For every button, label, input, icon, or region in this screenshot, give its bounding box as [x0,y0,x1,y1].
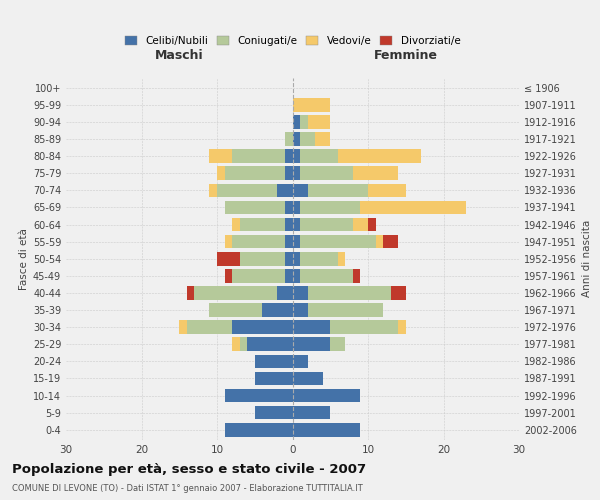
Bar [187,286,194,300]
Bar [285,269,293,282]
Bar [300,150,338,163]
Bar [224,166,285,180]
Text: COMUNE DI LEVONE (TO) - Dati ISTAT 1° gennaio 2007 - Elaborazione TUTTITALIA.IT: COMUNE DI LEVONE (TO) - Dati ISTAT 1° ge… [12,484,363,493]
Bar [353,269,361,282]
Bar [315,132,330,146]
Bar [338,252,346,266]
Y-axis label: Fasce di età: Fasce di età [19,228,29,290]
Bar [285,235,293,248]
Bar [368,184,406,197]
Bar [187,320,232,334]
Bar [368,218,376,232]
Bar [224,200,285,214]
Bar [293,338,330,351]
Bar [224,269,232,282]
Y-axis label: Anni di nascita: Anni di nascita [582,220,592,298]
Bar [300,132,315,146]
Bar [293,286,308,300]
Bar [293,372,323,386]
Bar [232,235,285,248]
Bar [285,150,293,163]
Bar [293,98,330,112]
Bar [293,269,300,282]
Bar [398,320,406,334]
Bar [209,150,232,163]
Bar [217,184,277,197]
Bar [277,286,293,300]
Bar [308,286,391,300]
Bar [308,303,383,317]
Bar [376,235,383,248]
Bar [232,320,293,334]
Bar [255,354,293,368]
Bar [239,218,285,232]
Bar [285,252,293,266]
Bar [293,184,308,197]
Bar [285,218,293,232]
Bar [353,166,398,180]
Bar [255,406,293,419]
Bar [308,115,330,129]
Bar [224,388,293,402]
Bar [239,252,285,266]
Bar [232,150,285,163]
Bar [353,218,368,232]
Bar [285,166,293,180]
Bar [330,338,346,351]
Legend: Celibi/Nubili, Coniugati/e, Vedovi/e, Divorziati/e: Celibi/Nubili, Coniugati/e, Vedovi/e, Di… [121,32,464,50]
Bar [232,338,239,351]
Bar [209,184,217,197]
Bar [239,338,247,351]
Text: Maschi: Maschi [155,49,203,62]
Bar [232,269,285,282]
Bar [293,200,300,214]
Bar [209,303,262,317]
Bar [277,184,293,197]
Bar [300,252,338,266]
Bar [293,218,300,232]
Bar [247,338,293,351]
Bar [293,423,361,436]
Bar [300,218,353,232]
Bar [300,200,361,214]
Bar [308,184,368,197]
Bar [300,269,353,282]
Bar [293,166,300,180]
Text: Popolazione per età, sesso e stato civile - 2007: Popolazione per età, sesso e stato civil… [12,462,366,475]
Bar [383,235,398,248]
Bar [293,320,330,334]
Bar [293,252,300,266]
Text: Femmine: Femmine [374,49,438,62]
Bar [361,200,466,214]
Bar [255,372,293,386]
Bar [224,423,293,436]
Bar [262,303,293,317]
Bar [293,303,308,317]
Bar [338,150,421,163]
Bar [391,286,406,300]
Bar [300,235,376,248]
Bar [285,132,293,146]
Bar [217,166,224,180]
Bar [293,115,300,129]
Bar [217,252,239,266]
Bar [293,388,361,402]
Bar [300,115,308,129]
Bar [224,235,232,248]
Bar [285,200,293,214]
Bar [293,406,330,419]
Bar [179,320,187,334]
Bar [232,218,239,232]
Bar [300,166,353,180]
Bar [330,320,398,334]
Bar [293,235,300,248]
Bar [293,132,300,146]
Bar [293,354,308,368]
Bar [293,150,300,163]
Bar [194,286,277,300]
